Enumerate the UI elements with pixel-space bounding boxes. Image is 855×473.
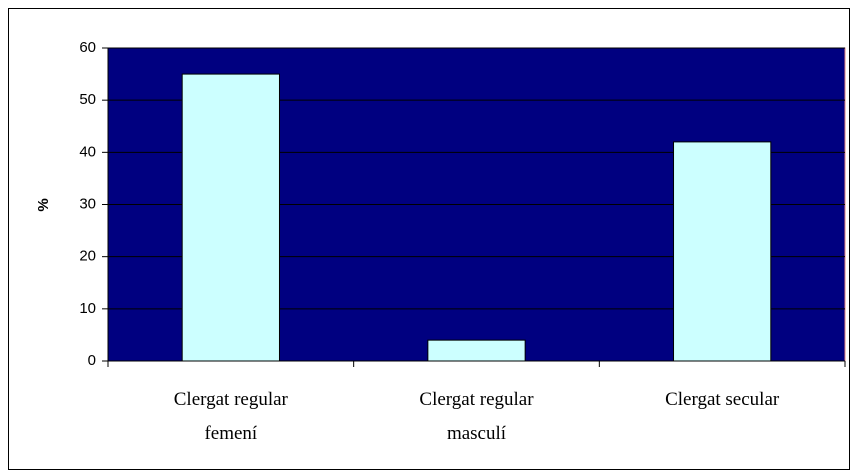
y-tick-label: 20 bbox=[79, 248, 96, 265]
y-tick-label: 10 bbox=[79, 300, 96, 317]
y-tick-label: 40 bbox=[79, 143, 96, 160]
y-tick-label: 30 bbox=[79, 195, 96, 212]
y-axis-label: % bbox=[35, 198, 52, 211]
bar bbox=[181, 73, 280, 362]
y-tick-label: 0 bbox=[88, 352, 96, 369]
x-tick-label: Clergat regular masculí bbox=[419, 389, 534, 444]
x-tick-label: Clergat regular femení bbox=[173, 389, 288, 444]
y-tick-label: 50 bbox=[79, 91, 96, 108]
bar bbox=[427, 339, 526, 362]
bar bbox=[673, 141, 772, 362]
x-tick-label: Clergat secular bbox=[665, 389, 780, 410]
y-tick-label: 60 bbox=[79, 39, 96, 56]
